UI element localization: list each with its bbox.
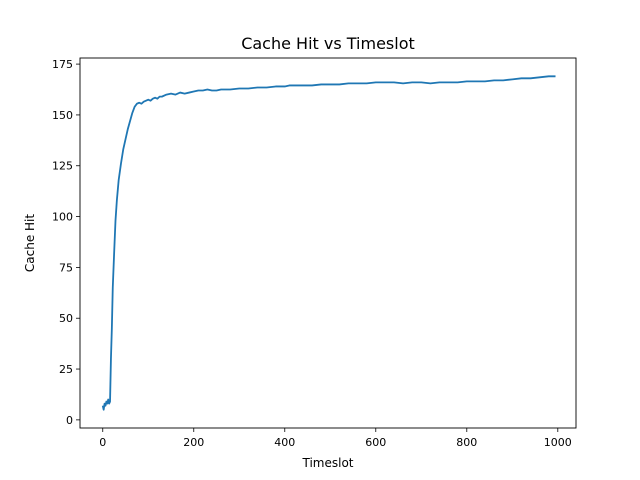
y-tick-label: 100	[52, 211, 73, 224]
y-tick-label: 75	[59, 261, 73, 274]
axis-ticks: 0 200 400 600 800 1000 0 25 50 75 100 125 150 175	[52, 58, 572, 449]
y-tick-label: 175	[52, 58, 73, 71]
plot-frame	[79, 57, 577, 429]
x-tick-label: 200	[183, 436, 204, 449]
y-tick-label: 25	[59, 363, 73, 376]
y-tick-label: 0	[66, 414, 73, 427]
y-tick-label: 125	[52, 160, 73, 173]
y-tick-label: 50	[59, 312, 73, 325]
y-axis-label: Cache Hit	[23, 214, 37, 272]
x-tick-label: 800	[456, 436, 477, 449]
x-tick-label: 0	[99, 436, 106, 449]
series-line-0	[101, 75, 556, 411]
x-axis-label: Timeslot	[302, 456, 354, 470]
chart-title: Cache Hit vs Timeslot	[241, 34, 415, 53]
x-tick-label: 1000	[544, 436, 572, 449]
plot-area	[101, 75, 556, 411]
x-tick-label: 600	[365, 436, 386, 449]
y-tick-label: 150	[52, 109, 73, 122]
x-tick-label: 400	[274, 436, 295, 449]
